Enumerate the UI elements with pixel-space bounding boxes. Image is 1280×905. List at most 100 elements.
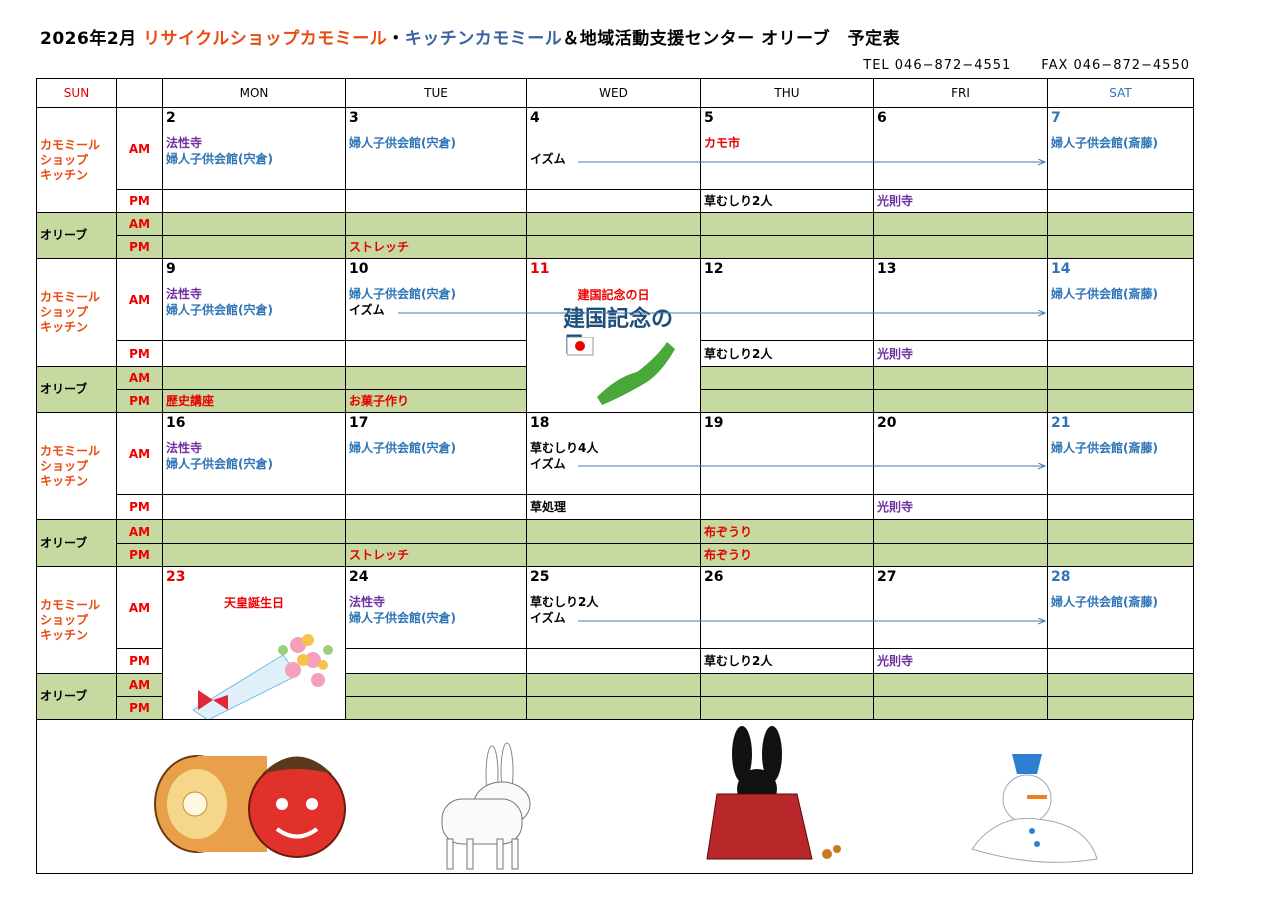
day-cell-pm[interactable] [1047,340,1194,367]
olive-cell-pm[interactable] [873,235,1048,259]
day-cell-am[interactable]: 28 婦人子供会館(斎藤) [1047,566,1194,649]
day-cell-am[interactable]: 18 草むしり4人 イズム [526,412,701,495]
olive-cell-pm[interactable] [162,235,346,259]
olive-cell-pm[interactable] [700,696,874,720]
day-cell-am[interactable]: 26 [700,566,874,649]
olive-cell-pm[interactable] [1047,235,1194,259]
day-cell-pm[interactable] [345,189,527,213]
day-cell-pm[interactable]: 草むしり2人 [700,189,874,213]
olive-cell-am[interactable] [162,519,346,544]
day-cell-am[interactable]: 27 [873,566,1048,649]
olive-cell-am[interactable]: 布ぞうり [700,519,874,544]
day-cell-pm[interactable]: 光則寺 [873,494,1048,520]
olive-cell-am[interactable] [700,212,874,236]
olive-cell-pm[interactable]: 布ぞうり [700,543,874,567]
day-cell-pm[interactable]: 草むしり2人 [700,340,874,367]
date-number: 4 [530,110,540,126]
day-cell-pm[interactable]: 光則寺 [873,648,1048,674]
olive-cell-am[interactable] [700,673,874,697]
day-cell-am[interactable]: 2 法性寺 婦人子供会館(宍倉) [162,107,346,190]
day-cell-am[interactable]: 12 [700,258,874,341]
olive-cell-pm[interactable] [1047,389,1194,413]
day-cell-am[interactable]: 10 婦人子供会館(宍倉) イズム [345,258,527,341]
day-cell-pm[interactable] [345,340,527,367]
day-cell-am[interactable]: 19 [700,412,874,495]
olive-cell-pm[interactable] [526,543,701,567]
date-number: 16 [166,415,186,431]
olive-cell-pm[interactable] [1047,543,1194,567]
olive-cell-am[interactable] [345,673,527,697]
day-cell-am[interactable]: 13 [873,258,1048,341]
day-cell-pm[interactable] [526,189,701,213]
olive-cell-pm[interactable] [526,235,701,259]
roll-cake-and-red-oni-icon [154,755,346,858]
day-cell-pm[interactable] [1047,648,1194,674]
day-cell-am[interactable]: 24 法性寺 婦人子供会館(宍倉) [345,566,527,649]
day-cell-pm[interactable] [526,648,701,674]
olive-cell-pm[interactable] [345,696,527,720]
day-cell-pm[interactable]: 光則寺 [873,189,1048,213]
day-cell-am[interactable]: 20 [873,412,1048,495]
olive-cell-am[interactable] [873,673,1048,697]
olive-cell-am[interactable] [526,673,701,697]
olive-cell-am[interactable] [345,212,527,236]
olive-cell-pm[interactable] [700,389,874,413]
day-cell-am[interactable]: 9 法性寺 婦人子供会館(宍倉) [162,258,346,341]
day-cell-am[interactable]: 6 [873,107,1048,190]
day-cell-pm[interactable] [162,189,346,213]
day-cell-am[interactable]: 14 婦人子供会館(斎藤) [1047,258,1194,341]
olive-cell-pm[interactable] [873,696,1048,720]
olive-cell-am[interactable] [1047,519,1194,544]
day-cell-am[interactable]: 16 法性寺 婦人子供会館(宍倉) [162,412,346,495]
day-cell-am[interactable]: 3 婦人子供会館(宍倉) [345,107,527,190]
day-cell-pm[interactable]: 草むしり2人 [700,648,874,674]
day-cell-pm[interactable] [1047,189,1194,213]
row-label-kamomile: カモミール ショップ キッチン [36,566,117,674]
olive-cell-am[interactable] [1047,212,1194,236]
day-cell-pm[interactable] [162,340,346,367]
date-number: 12 [704,261,724,277]
day-cell-am[interactable]: 21 婦人子供会館(斎藤) [1047,412,1194,495]
olive-cell-pm[interactable] [162,543,346,567]
day-cell-am[interactable]: 17 婦人子供会館(宍倉) [345,412,527,495]
day-header: SAT [1047,78,1194,108]
day-cell-am[interactable]: 5 カモ市 [700,107,874,190]
olive-cell-pm[interactable] [873,389,1048,413]
olive-cell-am[interactable] [873,366,1048,390]
olive-cell-am[interactable] [345,366,527,390]
day-cell-pm[interactable] [1047,494,1194,520]
olive-cell-pm[interactable]: お菓子作り [345,389,527,413]
day-cell-pm[interactable] [700,494,874,520]
date-number: 23 [166,569,186,585]
olive-cell-am[interactable] [1047,366,1194,390]
day-cell-pm[interactable] [345,648,527,674]
am-label: AM [116,519,163,544]
day-cell-am[interactable]: 25 草むしり2人 イズム [526,566,701,649]
day-cell-am[interactable]: 7 婦人子供会館(斎藤) [1047,107,1194,190]
olive-cell-am[interactable] [162,212,346,236]
day-cell-pm[interactable]: 草処理 [526,494,701,520]
olive-cell-pm[interactable]: 歴史講座 [162,389,346,413]
olive-cell-pm[interactable] [1047,696,1194,720]
olive-cell-am[interactable] [873,212,1048,236]
day-cell-pm[interactable]: 光則寺 [873,340,1048,367]
olive-cell-pm[interactable] [873,543,1048,567]
olive-cell-pm[interactable]: ストレッチ [345,235,527,259]
day-cell-pm[interactable] [162,494,346,520]
olive-cell-am[interactable] [162,366,346,390]
schedule-entry: イズム [349,303,385,317]
pm-label: PM [116,543,163,567]
olive-cell-pm[interactable]: ストレッチ [345,543,527,567]
title-part: キッチンカモミール [404,29,563,49]
olive-cell-am[interactable] [1047,673,1194,697]
olive-cell-am[interactable] [700,366,874,390]
olive-cell-am[interactable] [873,519,1048,544]
olive-cell-am[interactable] [345,519,527,544]
olive-cell-am[interactable] [526,519,701,544]
day-cell-pm[interactable] [345,494,527,520]
olive-cell-pm[interactable] [526,696,701,720]
olive-cell-pm[interactable] [700,235,874,259]
day-cell-am[interactable]: 4 イズム [526,107,701,190]
date-number: 26 [704,569,724,585]
olive-cell-am[interactable] [526,212,701,236]
